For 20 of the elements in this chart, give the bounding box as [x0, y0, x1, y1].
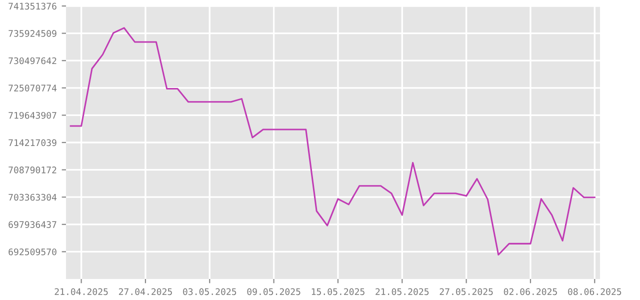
x-tick-label: 08.06.2025: [568, 288, 622, 296]
y-tick-label: 741351376: [8, 2, 56, 10]
x-tick-label: 27.04.2025: [118, 288, 172, 296]
y-tick-label: 730497642: [8, 57, 56, 64]
y-tick-label: 725070774: [8, 84, 57, 92]
x-tick-label: 27.05.2025: [440, 288, 493, 296]
y-tick-label: 719643907: [8, 112, 56, 119]
y-tick-label: 703363304: [8, 194, 57, 201]
y-tick-label: 692509570: [8, 248, 56, 256]
x-tick-label: 21.04.2025: [54, 288, 108, 296]
x-tick-label: 15.05.2025: [312, 288, 364, 296]
x-tick-label: 21.05.2025: [376, 288, 429, 296]
x-tick-label: 03.05.2025: [183, 288, 236, 296]
x-tick-label: 02.06.2025: [504, 288, 557, 296]
y-tick-label: 697936437: [8, 221, 56, 228]
x-tick-label: 09.05.2025: [247, 288, 300, 296]
line-series: [70, 27, 596, 256]
y-tick-label: 708790172: [8, 166, 56, 174]
y-tick-label: 714217039: [8, 139, 56, 146]
y-tick-label: 735924509: [8, 30, 56, 37]
